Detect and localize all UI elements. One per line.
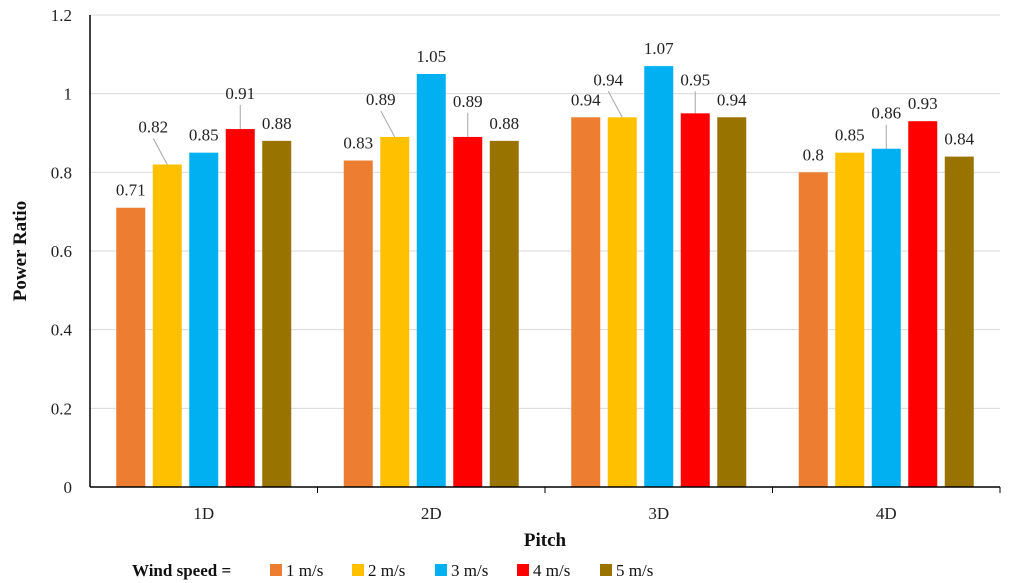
data-label: 0.89 (453, 92, 483, 111)
x-tick-label: 4D (876, 504, 897, 523)
bar (152, 164, 182, 487)
bar (680, 113, 710, 487)
y-tick-label: 0.8 (51, 163, 72, 182)
label-leader (380, 110, 396, 138)
data-label: 0.88 (489, 114, 519, 133)
bar (571, 117, 601, 488)
data-label: 0.82 (138, 117, 168, 136)
y-axis-ticks: 0 0.2 0.4 0.6 0.8 1 1.2 (51, 6, 73, 497)
bar (116, 207, 146, 487)
legend-item-label: 3 m/s (451, 561, 488, 580)
bar (380, 136, 410, 487)
y-tick-label: 1 (64, 85, 73, 104)
legend-prefix: Wind speed = (132, 561, 231, 580)
y-tick-label: 1.2 (51, 6, 72, 25)
data-label: 0.89 (366, 90, 396, 109)
x-tick-label: 1D (193, 504, 214, 523)
legend-swatch (352, 564, 364, 576)
bar (908, 121, 938, 487)
bars (116, 66, 974, 488)
bar (262, 140, 292, 487)
x-tick-label: 3D (648, 504, 669, 523)
x-axis-ticks: 1D 2D 3D 4D (193, 487, 1001, 523)
bar (717, 117, 747, 488)
label-leader-lines (152, 91, 887, 165)
data-label: 0.91 (225, 84, 255, 103)
legend-item-label: 2 m/s (368, 561, 405, 580)
bar (225, 129, 255, 488)
legend-swatch (435, 564, 447, 576)
legend: Wind speed = 1 m/s 2 m/s 3 m/s 4 m/s 5 m/s (132, 561, 653, 580)
bar (343, 160, 373, 488)
data-label: 0.88 (262, 114, 292, 133)
x-tick-label: 2D (421, 504, 442, 523)
y-axis-title: Power Ratio (10, 201, 31, 301)
bar (607, 117, 637, 488)
data-label: 0.84 (944, 130, 974, 149)
legend-item-label: 5 m/s (616, 561, 653, 580)
data-label: 0.94 (593, 70, 623, 89)
data-label: 0.71 (116, 181, 146, 200)
data-labels: 0.71 0.82 0.85 0.91 0.88 0.83 0.89 1.05 0.89 0.88… (116, 39, 975, 200)
data-label: 0.83 (343, 134, 373, 153)
data-label: 0.94 (717, 90, 747, 109)
y-tick-label: 0.6 (51, 242, 72, 261)
bar (798, 172, 828, 488)
data-label: 0.94 (571, 90, 601, 109)
bar (489, 140, 519, 487)
bar (835, 152, 865, 487)
bar (416, 74, 446, 487)
y-tick-label: 0.2 (51, 399, 72, 418)
data-label: 0.95 (680, 70, 710, 89)
legend-swatch (517, 564, 529, 576)
bar (871, 148, 901, 487)
bar (189, 152, 219, 487)
y-tick-label: 0.4 (51, 321, 73, 340)
x-axis-title: Pitch (524, 530, 567, 551)
legend-swatch (270, 564, 282, 576)
label-leader (152, 138, 168, 165)
data-label: 1.07 (644, 39, 674, 58)
bar (944, 156, 974, 487)
label-leader (607, 91, 623, 118)
legend-item-label: 4 m/s (533, 561, 570, 580)
legend-swatch (600, 564, 612, 576)
data-label: 0.85 (835, 126, 865, 145)
legend-item-label: 1 m/s (286, 561, 323, 580)
data-label: 0.93 (908, 94, 938, 113)
bar (644, 66, 674, 487)
bar (453, 136, 483, 487)
y-tick-label: 0 (64, 478, 73, 497)
data-label: 0.86 (871, 104, 901, 123)
data-label: 1.05 (416, 47, 446, 66)
data-label: 0.8 (803, 145, 824, 164)
data-label: 0.85 (189, 126, 219, 145)
